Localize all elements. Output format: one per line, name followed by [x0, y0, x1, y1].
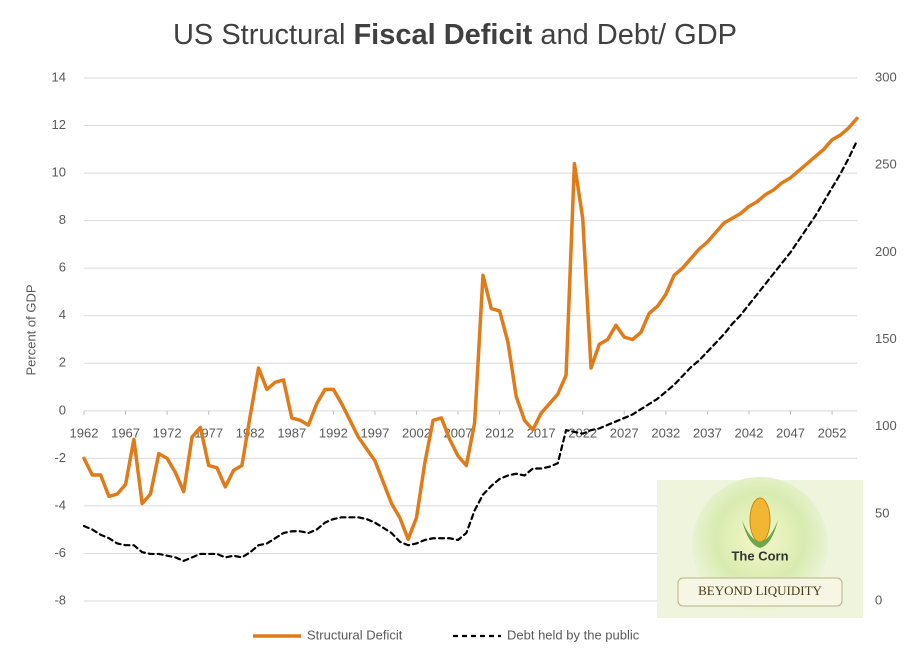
- x-tick-label: 1982: [236, 425, 265, 440]
- x-tick-label: 1997: [360, 425, 389, 440]
- y-tick-label: -8: [54, 592, 66, 607]
- corn-icon: [749, 497, 771, 543]
- watermark-banner: [677, 577, 843, 607]
- title-part: and Debt/ GDP: [540, 19, 737, 51]
- x-tick-label: 2047: [776, 425, 805, 440]
- y-tick-label: 4: [59, 307, 66, 322]
- series-line: [82, 139, 859, 562]
- y2-tick-label: 150: [875, 331, 897, 346]
- y-tick-label: 2: [59, 355, 66, 370]
- y-tick-label: 12: [52, 117, 66, 132]
- y-tick-label: 6: [59, 260, 66, 275]
- x-tick-label: 2037: [693, 425, 722, 440]
- y2-tick-label: 200: [875, 244, 897, 259]
- title-part: US Structural: [173, 19, 345, 51]
- x-tick-label: 2027: [610, 425, 639, 440]
- legend-label: Debt held by the public: [507, 627, 640, 642]
- x-tick-label: 2002: [402, 425, 431, 440]
- y-tick-label: 14: [52, 69, 66, 84]
- y-tick-label: 10: [52, 165, 66, 180]
- y2-tick-label: 300: [875, 69, 897, 84]
- y-tick-label: 8: [59, 212, 66, 227]
- x-tick-label: 1987: [277, 425, 306, 440]
- title-part: Fiscal Deficit: [353, 19, 532, 51]
- y-tick-label: 0: [59, 402, 66, 417]
- x-tick-label: 2052: [818, 425, 847, 440]
- chart-title: US Structural Fiscal Deficit and Debt/ GDP: [173, 19, 737, 51]
- legend-label: Structural Deficit: [307, 627, 403, 642]
- x-tick-label: 1972: [153, 425, 182, 440]
- y2-tick-label: 100: [875, 418, 897, 433]
- watermark-name: The Corn: [731, 548, 788, 563]
- x-tick-label: 2012: [485, 425, 514, 440]
- y-tick-label: -2: [54, 450, 66, 465]
- x-tick-label: 1992: [319, 425, 348, 440]
- corn-leaves: [742, 520, 778, 548]
- series-line: [82, 116, 859, 541]
- y2-tick-label: 50: [875, 505, 889, 520]
- x-tick-label: 2042: [734, 425, 763, 440]
- watermark: The Corn BEYOND LIQUIDITY: [657, 477, 863, 618]
- x-tick-label: 1967: [111, 425, 140, 440]
- y2-tick-label: 0: [875, 592, 882, 607]
- x-tick-label: 2007: [444, 425, 473, 440]
- y-axis-label: Percent of GDP: [23, 284, 38, 375]
- y-tick-label: -4: [54, 497, 66, 512]
- watermark-tagline: BEYOND LIQUIDITY: [698, 583, 822, 598]
- x-tick-label: 1962: [70, 425, 99, 440]
- x-tick-label: 2032: [651, 425, 680, 440]
- y-tick-label: -6: [54, 545, 66, 560]
- y2-tick-label: 250: [875, 157, 897, 172]
